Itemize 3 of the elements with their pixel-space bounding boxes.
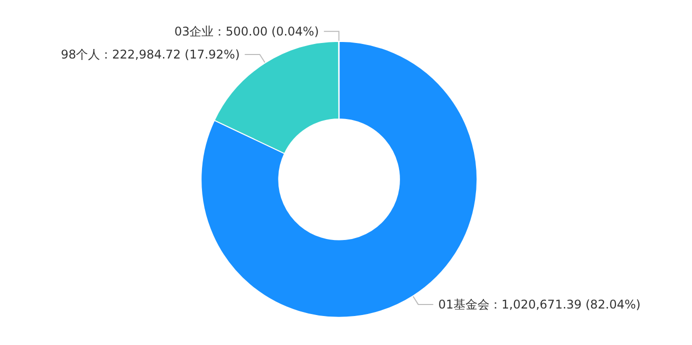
slice-label: 01基金会：1,020,671.39 (82.04%) (438, 297, 641, 312)
slice-label: 98个人：222,984.72 (17.92%) (60, 47, 240, 62)
slice-label: 03企业：500.00 (0.04%) (174, 24, 319, 38)
